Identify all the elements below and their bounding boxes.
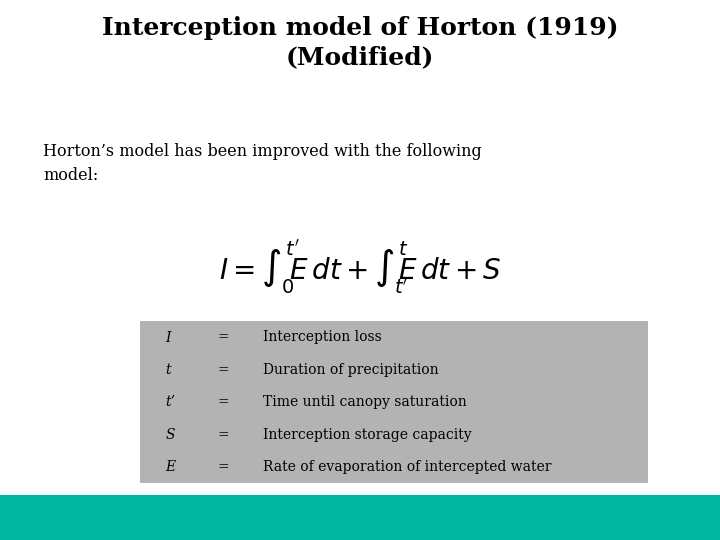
- Text: Interception model of Horton (1919)
(Modified): Interception model of Horton (1919) (Mod…: [102, 16, 618, 69]
- Text: =: =: [217, 460, 229, 474]
- Text: Duration of precipitation: Duration of precipitation: [263, 363, 438, 377]
- Text: =: =: [217, 363, 229, 377]
- Text: I: I: [166, 330, 171, 345]
- Text: Horton’s model has been improved with the following
model:: Horton’s model has been improved with th…: [43, 143, 482, 184]
- Text: =: =: [217, 428, 229, 442]
- Text: Time until canopy saturation: Time until canopy saturation: [263, 395, 467, 409]
- Text: E: E: [166, 460, 176, 474]
- Text: Interception storage capacity: Interception storage capacity: [263, 428, 472, 442]
- Text: $I = \int_{0}^{t'} \!\! E\,dt + \int_{t'}^{t} \!\! E\,dt + S$: $I = \int_{0}^{t'} \!\! E\,dt + \int_{t'…: [219, 238, 501, 296]
- Text: t: t: [166, 363, 171, 377]
- Text: =: =: [217, 330, 229, 345]
- Text: Rate of evaporation of intercepted water: Rate of evaporation of intercepted water: [263, 460, 552, 474]
- Text: Interception loss: Interception loss: [263, 330, 382, 345]
- Text: =: =: [217, 395, 229, 409]
- Bar: [0, 495, 720, 540]
- Text: t’: t’: [166, 395, 176, 409]
- Bar: [140, 321, 648, 483]
- Text: S: S: [166, 428, 175, 442]
